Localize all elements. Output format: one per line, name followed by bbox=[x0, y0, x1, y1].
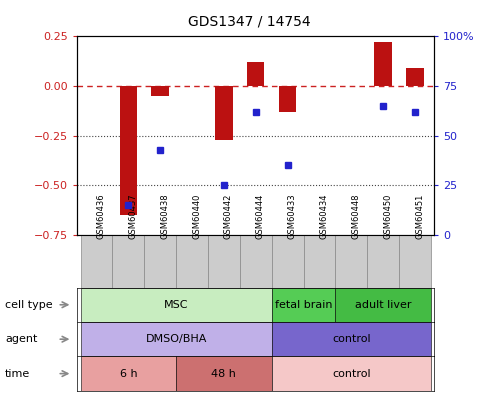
Text: GSM60440: GSM60440 bbox=[192, 194, 201, 239]
Bar bbox=[271, 288, 335, 322]
Bar bbox=[120, 86, 137, 215]
Text: agent: agent bbox=[5, 334, 37, 344]
Text: GSM60437: GSM60437 bbox=[128, 194, 137, 239]
Bar bbox=[247, 62, 264, 86]
Bar bbox=[80, 322, 271, 356]
Text: fetal brain: fetal brain bbox=[275, 300, 332, 310]
Text: MSC: MSC bbox=[164, 300, 188, 310]
Text: GDS1347 / 14754: GDS1347 / 14754 bbox=[188, 14, 311, 28]
Bar bbox=[151, 86, 169, 96]
Text: GSM60436: GSM60436 bbox=[96, 194, 105, 239]
Bar bbox=[144, 235, 176, 288]
Bar bbox=[279, 86, 296, 112]
Text: cell type: cell type bbox=[5, 300, 52, 310]
Bar bbox=[335, 288, 431, 322]
Bar bbox=[367, 235, 399, 288]
Text: time: time bbox=[5, 369, 30, 379]
Bar bbox=[406, 68, 424, 86]
Bar bbox=[208, 235, 240, 288]
Text: GSM60448: GSM60448 bbox=[351, 194, 360, 239]
Text: GSM60450: GSM60450 bbox=[383, 194, 392, 239]
Bar bbox=[80, 235, 112, 288]
Text: control: control bbox=[332, 334, 371, 344]
Bar bbox=[271, 356, 431, 391]
Bar bbox=[303, 235, 335, 288]
Bar bbox=[335, 235, 367, 288]
Bar bbox=[80, 356, 176, 391]
Bar bbox=[374, 43, 392, 86]
Text: GSM60438: GSM60438 bbox=[160, 194, 169, 239]
Bar bbox=[215, 86, 233, 140]
Text: GSM60434: GSM60434 bbox=[319, 194, 328, 239]
Text: GSM60433: GSM60433 bbox=[287, 194, 296, 239]
Text: GSM60444: GSM60444 bbox=[255, 194, 265, 239]
Text: control: control bbox=[332, 369, 371, 379]
Text: 6 h: 6 h bbox=[119, 369, 137, 379]
Bar bbox=[80, 288, 271, 322]
Bar bbox=[176, 356, 271, 391]
Bar bbox=[399, 235, 431, 288]
Text: DMSO/BHA: DMSO/BHA bbox=[145, 334, 207, 344]
Bar bbox=[112, 235, 144, 288]
Bar bbox=[240, 235, 271, 288]
Text: adult liver: adult liver bbox=[355, 300, 411, 310]
Bar bbox=[271, 235, 303, 288]
Text: 48 h: 48 h bbox=[212, 369, 237, 379]
Text: GSM60442: GSM60442 bbox=[224, 194, 233, 239]
Bar bbox=[271, 322, 431, 356]
Bar bbox=[176, 235, 208, 288]
Text: GSM60451: GSM60451 bbox=[415, 194, 424, 239]
